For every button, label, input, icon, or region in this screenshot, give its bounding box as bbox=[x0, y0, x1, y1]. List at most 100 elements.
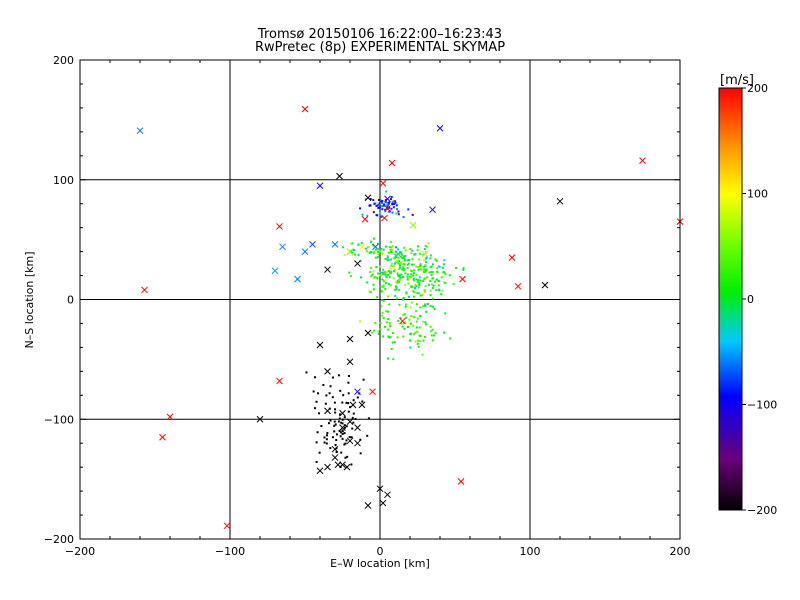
data-point-dot bbox=[398, 268, 401, 271]
data-point-dot bbox=[430, 270, 433, 273]
data-point-dot bbox=[399, 276, 402, 279]
data-point-dot bbox=[325, 438, 328, 441]
data-point-dot bbox=[351, 427, 354, 430]
data-point-dot bbox=[370, 240, 373, 243]
data-point-dot bbox=[412, 289, 415, 292]
data-point-dot bbox=[379, 284, 382, 287]
data-point-dot bbox=[423, 289, 426, 292]
data-point-cross bbox=[141, 286, 148, 294]
data-point-dot bbox=[315, 460, 318, 463]
data-point-dot bbox=[395, 246, 398, 249]
data-point-cross bbox=[256, 415, 264, 423]
data-point-dot bbox=[419, 294, 422, 297]
data-point-dot bbox=[368, 251, 371, 254]
data-point-cross bbox=[364, 502, 372, 509]
data-point-dot bbox=[417, 268, 420, 271]
data-point-dot bbox=[386, 254, 389, 257]
data-point-dot bbox=[404, 305, 407, 308]
data-point-dot bbox=[369, 271, 372, 274]
data-point-cross bbox=[459, 275, 466, 283]
data-point-dot bbox=[396, 272, 399, 275]
cross-stroke bbox=[457, 478, 465, 485]
data-point-dot bbox=[342, 246, 345, 249]
data-point-dot bbox=[376, 277, 379, 280]
data-point-dot bbox=[381, 299, 384, 302]
data-point-dot bbox=[410, 252, 413, 255]
y-tick-label: −100 bbox=[44, 413, 74, 426]
data-point-dot bbox=[420, 269, 423, 272]
data-point-dot bbox=[428, 271, 431, 274]
data-point-dot bbox=[346, 455, 349, 458]
data-point-cross bbox=[349, 401, 357, 409]
data-point-dot bbox=[397, 275, 400, 278]
data-point-dot bbox=[345, 425, 348, 428]
cross-stroke bbox=[358, 401, 366, 409]
data-point-dot bbox=[406, 275, 409, 278]
data-point-cross bbox=[346, 248, 354, 255]
data-point-dot bbox=[403, 313, 406, 316]
data-point-cross bbox=[379, 179, 387, 187]
data-point-cross bbox=[358, 401, 366, 409]
data-point-dot bbox=[390, 262, 393, 265]
data-point-dot bbox=[384, 274, 387, 277]
data-point-dot bbox=[357, 243, 360, 246]
data-point-dot bbox=[389, 251, 392, 254]
data-point-dot bbox=[382, 280, 385, 283]
data-point-cross bbox=[334, 461, 342, 469]
data-point-dot bbox=[318, 451, 321, 454]
colorbar: [m/s] 200 100 0 −100 −200 bbox=[718, 73, 777, 517]
cross-stroke bbox=[364, 194, 372, 202]
data-point-dot bbox=[409, 306, 412, 309]
data-point-dot bbox=[433, 280, 436, 283]
data-point-dot bbox=[417, 292, 420, 295]
y-tick-label: 200 bbox=[53, 54, 74, 67]
data-point-dot bbox=[388, 303, 391, 306]
data-point-dot bbox=[385, 276, 388, 279]
data-point-dot bbox=[390, 250, 393, 253]
data-point-dot bbox=[425, 310, 428, 313]
data-point-dot bbox=[390, 195, 393, 198]
data-point-dot bbox=[435, 278, 438, 281]
data-point-dot bbox=[399, 277, 402, 280]
data-point-dot bbox=[396, 279, 399, 282]
data-point-dot bbox=[430, 265, 433, 268]
data-point-dot bbox=[352, 412, 355, 415]
data-point-dot bbox=[394, 201, 397, 204]
data-point-dot bbox=[402, 262, 405, 265]
data-point-dot bbox=[337, 374, 340, 377]
data-point-cross bbox=[159, 433, 166, 441]
data-point-dot bbox=[412, 279, 415, 282]
data-point-dot bbox=[388, 210, 391, 213]
data-point-dot bbox=[347, 392, 350, 395]
data-point-dot bbox=[394, 200, 397, 203]
cross-stroke bbox=[346, 335, 354, 343]
cross-stroke bbox=[331, 454, 339, 461]
data-point-dot bbox=[384, 245, 387, 248]
data-point-dot bbox=[339, 431, 342, 434]
cross-stroke bbox=[384, 491, 391, 499]
data-point-dot bbox=[424, 264, 427, 267]
data-point-cross bbox=[339, 409, 346, 417]
data-point-dot bbox=[335, 439, 338, 442]
data-point-dot bbox=[392, 257, 395, 260]
data-point-dot bbox=[424, 270, 427, 273]
data-point-dot bbox=[424, 321, 427, 324]
data-point-dot bbox=[415, 303, 418, 306]
data-point-dot bbox=[395, 256, 398, 259]
y-tick-label: 0 bbox=[67, 294, 74, 307]
cross-stroke bbox=[279, 243, 286, 251]
data-point-dot bbox=[381, 311, 384, 314]
data-point-dot bbox=[426, 303, 429, 306]
data-point-dot bbox=[419, 306, 422, 309]
data-point-dot bbox=[389, 198, 392, 201]
data-point-dot bbox=[406, 273, 409, 276]
data-point-dot bbox=[381, 271, 384, 274]
data-point-dot bbox=[398, 252, 401, 255]
data-point-dot bbox=[407, 282, 410, 285]
cross-stroke bbox=[508, 254, 516, 261]
data-point-dot bbox=[374, 202, 377, 205]
data-point-dot bbox=[382, 268, 385, 271]
data-point-dot bbox=[356, 396, 359, 399]
data-point-cross bbox=[379, 499, 387, 507]
data-point-dot bbox=[312, 390, 315, 393]
